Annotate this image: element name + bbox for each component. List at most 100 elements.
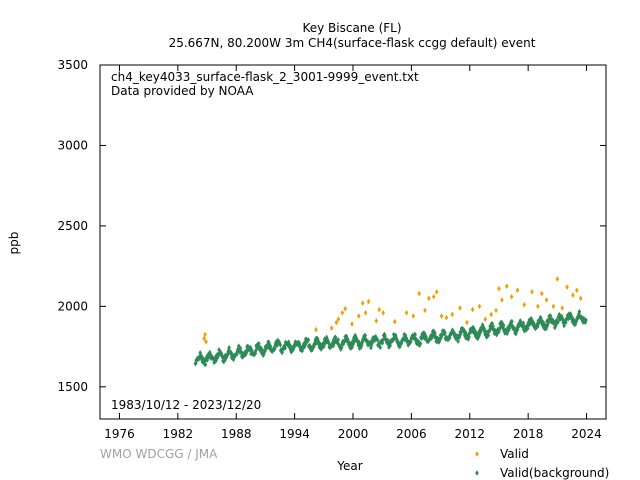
data-point-valid (578, 295, 583, 302)
data-point-valid (458, 305, 462, 311)
data-point-background (433, 334, 438, 340)
data-point-background (432, 332, 437, 339)
data-point-valid (575, 287, 579, 294)
data-point-valid (340, 310, 345, 316)
series-valid (202, 276, 583, 345)
data-point-valid (483, 316, 488, 323)
data-point-valid (565, 284, 569, 290)
data-point-background (352, 334, 357, 340)
data-point-background (551, 317, 555, 324)
data-point-background (519, 320, 524, 326)
data-point-background (557, 311, 562, 318)
chart-title: Key Biscane (FL) (302, 21, 401, 35)
x-tick-label: 2000 (338, 427, 369, 441)
data-point-valid (494, 307, 498, 314)
data-point-background (311, 344, 316, 350)
data-point-background (409, 338, 413, 345)
data-point-background (458, 330, 463, 337)
data-point-valid (551, 303, 556, 310)
data-point-valid (357, 313, 361, 319)
data-point-background (243, 349, 247, 355)
data-point-background (239, 349, 244, 356)
data-point-background (286, 339, 291, 345)
data-point-background (482, 326, 487, 332)
data-point-valid (544, 297, 549, 303)
data-point-background (244, 349, 249, 355)
data-point-background (422, 335, 427, 341)
data-point-background (253, 348, 258, 354)
data-point-background (318, 342, 323, 348)
data-point-valid (336, 316, 341, 323)
y-tick-label: 3500 (57, 58, 88, 72)
data-point-valid (377, 306, 382, 313)
data-point-background (307, 342, 312, 349)
data-point-background (497, 326, 502, 332)
data-point-background (487, 328, 492, 334)
data-point-valid (450, 311, 455, 318)
data-point-valid (203, 331, 207, 338)
data-point-valid (515, 287, 520, 294)
data-point-background (391, 337, 396, 343)
data-point-background (577, 309, 582, 315)
data-point-background (463, 329, 468, 335)
data-point-valid (381, 310, 385, 316)
filename-annotation: ch4_key4033_surface-flask_2_3001-9999_ev… (111, 70, 419, 84)
data-point-background (399, 339, 404, 346)
data-point-valid (363, 310, 368, 316)
data-point-background (331, 337, 336, 343)
data-point-background (253, 350, 258, 356)
data-point-valid (489, 311, 493, 318)
data-point-valid (334, 319, 339, 326)
data-point-background (281, 346, 286, 352)
data-point-valid (509, 293, 514, 300)
data-point-background (507, 325, 512, 332)
data-point-background (280, 350, 284, 356)
y-tick-label: 3000 (57, 138, 88, 152)
data-point-background (579, 314, 584, 320)
data-point-background (198, 350, 202, 356)
x-axis-label: Year (336, 459, 362, 473)
data-point-background (580, 317, 585, 323)
data-point-background (363, 335, 367, 341)
data-point-background (214, 358, 218, 364)
data-point-background (257, 340, 261, 347)
data-point-background (388, 342, 393, 349)
data-point-valid (314, 326, 318, 333)
data-point-background (338, 346, 343, 352)
data-point-background (245, 346, 250, 352)
data-point-background (278, 342, 283, 348)
data-point-background (283, 345, 287, 351)
data-point-valid (539, 290, 544, 297)
data-point-background (298, 344, 302, 350)
data-point-background (480, 322, 485, 328)
data-point-background (403, 332, 408, 339)
data-point-background (396, 339, 400, 345)
data-point-valid (560, 305, 565, 311)
data-point-valid (350, 321, 354, 327)
data-point-background (223, 357, 227, 363)
data-point-background (291, 346, 296, 352)
data-point-background (437, 337, 442, 344)
data-point-background (346, 339, 350, 345)
x-tick-label: 1982 (163, 427, 194, 441)
data-point-background (292, 344, 297, 350)
data-point-background (437, 339, 441, 345)
data-point-background (431, 330, 435, 337)
data-point-background (200, 359, 205, 365)
y-tick-label: 2500 (57, 219, 88, 233)
data-point-background (297, 341, 302, 347)
data-point-background (373, 334, 378, 340)
data-point-background (528, 321, 532, 327)
data-point-background (205, 357, 209, 363)
data-point-background (227, 345, 231, 351)
x-tick-label: 2024 (571, 427, 602, 441)
legend-label-valid: Valid (500, 447, 529, 461)
y-tick-label: 2000 (57, 299, 88, 313)
data-point-background (398, 344, 402, 350)
data-point-valid (417, 290, 421, 297)
data-point-background (372, 335, 377, 341)
data-point-valid (500, 297, 504, 303)
data-point-valid (393, 318, 397, 325)
data-point-background (320, 345, 324, 351)
data-point-background (510, 318, 514, 325)
